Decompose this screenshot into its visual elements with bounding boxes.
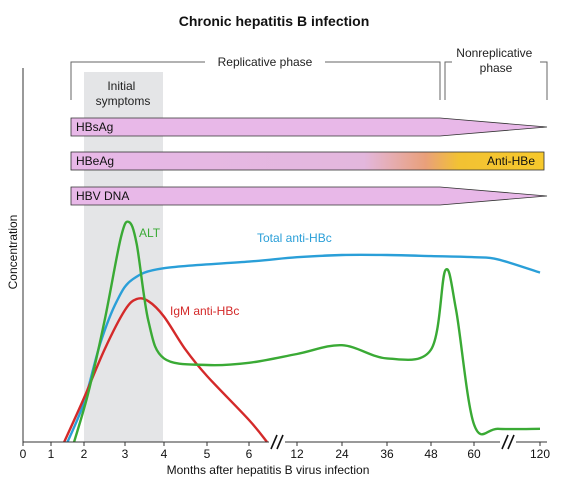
x-tick-label: 4	[161, 447, 168, 461]
x-tick-label: 0	[20, 447, 27, 461]
x-tick-label: 12	[290, 447, 304, 461]
x-tick-label: 60	[467, 447, 481, 461]
x-tick-label: 120	[530, 447, 550, 461]
x-tick-label: 36	[380, 447, 394, 461]
hbeag-label: HBeAg	[76, 154, 114, 168]
replicative-phase-label: Replicative phase	[218, 55, 313, 69]
y-axis-label: Concentration	[6, 215, 20, 290]
series-label-igm-anti-hbc: IgM anti-HBc	[170, 304, 239, 318]
series-label-total-anti-hbc: Total anti-HBc	[257, 231, 332, 245]
series-line-total-anti-hbc	[66, 253, 541, 443]
x-tick-label: 2	[81, 447, 88, 461]
replicative-phase-bracket	[70, 61, 441, 100]
x-tick-label: 5	[204, 447, 211, 461]
hbeag-bar	[70, 151, 545, 171]
x-tick-label: 6	[246, 447, 253, 461]
x-tick-label: 1	[48, 447, 55, 461]
hbv-dna-label: HBV DNA	[76, 189, 129, 203]
hbv-dna-bar	[70, 186, 548, 206]
nonreplicative-phase-label: Nonreplicative phase	[456, 46, 535, 75]
hbsag-label: HBsAg	[76, 120, 113, 134]
series-label-alt: ALT	[139, 226, 161, 240]
nonreplicative-phase-bracket	[444, 61, 548, 100]
anti-hbe-label: Anti-HBe	[487, 154, 535, 168]
series-line-igm-anti-hbc	[63, 297, 268, 443]
initial-symptoms-label: Initial symptoms	[96, 79, 151, 108]
x-tick-label: 3	[122, 447, 129, 461]
hbsag-bar	[70, 117, 548, 137]
x-tick-label: 24	[335, 447, 349, 461]
x-axis-label: Months after hepatitis B virus infection	[167, 463, 370, 477]
axis-break-1	[269, 432, 285, 450]
chart-title: Chronic hepatitis B infection	[179, 13, 370, 29]
axis-break-2	[500, 432, 516, 450]
x-tick-label: 48	[424, 447, 438, 461]
series-line-alt	[72, 220, 541, 443]
